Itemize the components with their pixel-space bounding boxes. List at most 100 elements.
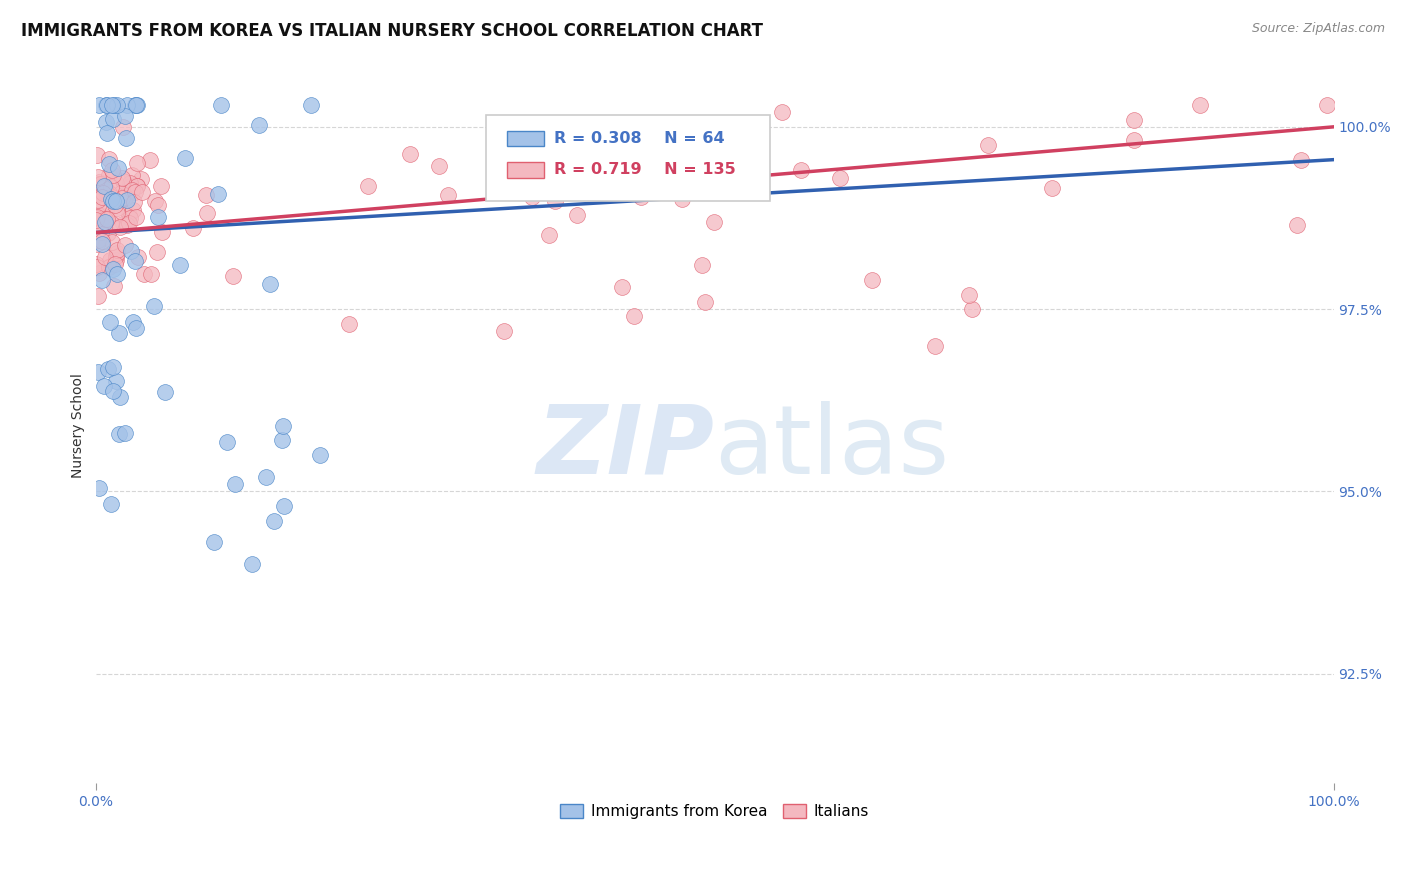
Point	[93, 215, 115, 229]
Point	[115, 218, 138, 232]
FancyBboxPatch shape	[506, 131, 544, 146]
Point	[87, 169, 110, 184]
Point	[122, 202, 145, 217]
Point	[271, 418, 294, 433]
Point	[115, 193, 138, 207]
Point	[222, 268, 245, 283]
Point	[924, 338, 946, 352]
Point	[197, 205, 219, 219]
Point	[103, 384, 125, 398]
Point	[84, 212, 107, 227]
Point	[141, 267, 163, 281]
Point	[105, 98, 128, 112]
Point	[87, 233, 110, 247]
Point	[101, 168, 124, 182]
Point	[1123, 133, 1146, 147]
Point	[94, 115, 117, 129]
Point	[522, 189, 544, 203]
Point	[108, 427, 131, 442]
Point	[146, 244, 169, 259]
Point	[150, 225, 173, 239]
Point	[120, 244, 142, 258]
Point	[146, 211, 169, 225]
Point	[436, 187, 458, 202]
Point	[357, 179, 380, 194]
Point	[1316, 98, 1339, 112]
FancyBboxPatch shape	[485, 115, 770, 201]
Point	[87, 223, 110, 237]
Point	[89, 215, 111, 229]
Point	[96, 186, 118, 200]
Point	[96, 126, 118, 140]
Point	[103, 279, 125, 293]
Point	[121, 315, 143, 329]
Point	[1040, 180, 1063, 194]
Point	[86, 211, 108, 225]
Point	[114, 238, 136, 252]
Point	[110, 186, 132, 201]
Point	[100, 497, 122, 511]
Point	[1291, 153, 1313, 168]
Point	[97, 361, 120, 376]
Point	[194, 187, 217, 202]
Point	[101, 112, 124, 126]
Point	[770, 105, 793, 120]
Point	[105, 252, 128, 267]
Point	[124, 98, 146, 112]
Point	[86, 366, 108, 380]
Point	[101, 194, 124, 208]
Point	[114, 191, 136, 205]
Point	[98, 260, 121, 274]
Point	[111, 120, 134, 134]
Point	[146, 198, 169, 212]
Point	[125, 178, 148, 193]
Point	[957, 287, 980, 301]
Point	[259, 277, 281, 292]
Point	[93, 210, 115, 224]
Point	[97, 260, 120, 274]
Point	[100, 192, 122, 206]
Point	[127, 98, 149, 112]
Point	[101, 360, 124, 375]
Point	[115, 218, 138, 232]
Point	[671, 192, 693, 206]
Point	[105, 201, 128, 215]
Point	[789, 163, 811, 178]
Point	[86, 187, 108, 202]
Point	[100, 192, 122, 206]
Point	[100, 216, 122, 230]
Text: R = 0.719    N = 135: R = 0.719 N = 135	[554, 162, 735, 178]
Point	[738, 139, 761, 153]
Point	[562, 184, 585, 198]
Point	[107, 161, 129, 175]
Text: R = 0.308    N = 64: R = 0.308 N = 64	[554, 131, 724, 146]
Point	[104, 198, 127, 212]
Point	[207, 187, 229, 202]
Point	[153, 384, 176, 399]
Point	[960, 302, 983, 317]
Point	[101, 190, 124, 204]
Point	[105, 205, 128, 219]
Point	[209, 98, 232, 112]
Point	[94, 203, 117, 218]
Text: ZIP: ZIP	[537, 401, 714, 493]
Point	[124, 253, 146, 268]
Point	[91, 190, 114, 204]
Point	[427, 160, 450, 174]
Point	[100, 179, 122, 194]
Point	[90, 273, 112, 287]
Point	[120, 176, 142, 190]
Y-axis label: Nursery School: Nursery School	[72, 374, 86, 478]
Point	[104, 176, 127, 190]
Point	[87, 98, 110, 112]
Point	[101, 162, 124, 177]
Point	[299, 98, 322, 112]
Point	[86, 209, 108, 223]
Point	[87, 194, 110, 208]
Point	[118, 217, 141, 231]
Point	[101, 261, 124, 276]
Point	[90, 179, 112, 194]
Point	[623, 310, 645, 324]
Point	[90, 232, 112, 246]
Point	[87, 199, 110, 213]
